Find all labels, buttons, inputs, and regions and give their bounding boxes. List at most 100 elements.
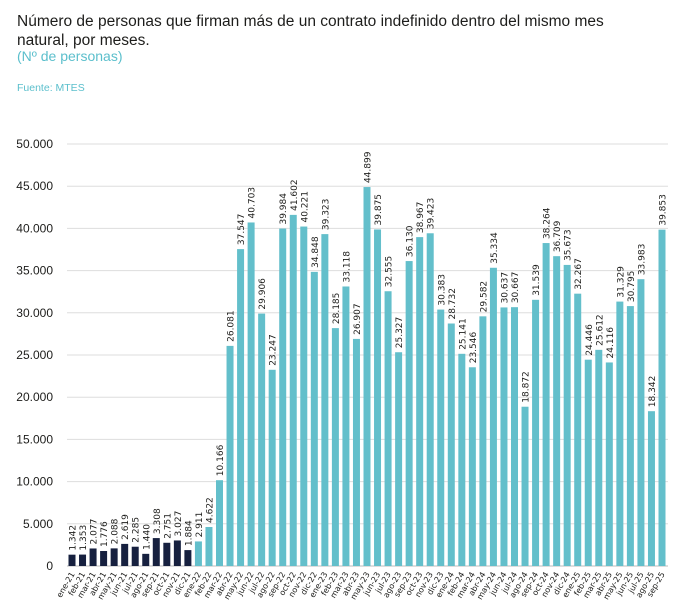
bar-abr-23 [352, 338, 360, 566]
data-label: 24.446 [585, 324, 595, 356]
bar-oct-24 [542, 243, 550, 567]
data-label: 36.130 [406, 225, 416, 257]
y-tick-label: 0 [46, 559, 53, 573]
bar-ene-23 [321, 234, 329, 566]
bar-oct-21 [163, 542, 171, 566]
data-label: 40.221 [300, 191, 310, 223]
data-label: 34.848 [311, 236, 321, 268]
data-label: 31.329 [616, 266, 626, 298]
bar-nov-23 [426, 233, 434, 566]
bar-jun-21 [121, 543, 129, 566]
bar-ene-22 [194, 541, 202, 566]
bar-mar-23 [342, 286, 350, 566]
data-label: 37.547 [237, 214, 247, 246]
bar-jun-22 [247, 222, 255, 566]
bar-jun-24 [500, 307, 508, 566]
bar-jul-23 [384, 291, 392, 566]
data-label: 25.612 [595, 314, 605, 346]
data-label: 38.967 [416, 202, 426, 234]
bar-oct-23 [416, 237, 424, 566]
data-label: 31.539 [532, 264, 542, 296]
bar-may-23 [363, 187, 371, 567]
data-label: 28.185 [332, 293, 342, 325]
data-label: 2.911 [195, 512, 205, 538]
chart-source: Fuente: MTES [17, 82, 85, 94]
data-label: 1.440 [142, 524, 152, 550]
data-label: 33.983 [637, 244, 647, 276]
y-tick-label: 20.000 [16, 390, 53, 404]
data-label: 25.141 [458, 318, 468, 350]
y-tick-label: 30.000 [16, 306, 53, 320]
data-label: 4.622 [205, 497, 215, 523]
bar-sep-25 [658, 229, 666, 566]
bar-dic-21 [184, 550, 192, 566]
bar-dic-23 [437, 309, 445, 566]
bar-mar-25 [595, 349, 603, 566]
data-label: 39.875 [374, 194, 384, 226]
bar-nov-22 [300, 226, 308, 566]
bar-sep-23 [405, 261, 413, 566]
data-label: 2.285 [132, 517, 142, 543]
data-label: 30.667 [511, 272, 521, 304]
data-label: 32.555 [385, 256, 395, 288]
bar-jul-21 [131, 546, 139, 566]
bar-ago-22 [268, 369, 276, 566]
data-label: 25.327 [395, 317, 405, 349]
data-label: 26.907 [353, 303, 363, 335]
bar-jul-25 [637, 279, 645, 566]
bar-ene-24 [447, 323, 455, 566]
data-label: 38.264 [543, 207, 553, 239]
data-label: 44.899 [364, 151, 374, 183]
bar-jul-24 [511, 307, 518, 566]
data-label: 26.081 [227, 310, 237, 342]
data-label: 39.323 [321, 199, 331, 231]
bar-sep-21 [152, 538, 160, 566]
bar-ago-24 [521, 406, 529, 566]
data-label: 24.116 [606, 327, 616, 359]
data-label: 39.423 [427, 198, 437, 230]
data-label: 1.342 [69, 525, 79, 551]
data-label: 28.732 [448, 288, 458, 320]
bar-abr-21 [100, 551, 108, 566]
bar-abr-22 [226, 345, 234, 566]
y-tick-label: 15.000 [16, 432, 53, 446]
bar-may-22 [237, 249, 245, 566]
bar-jun-25 [626, 306, 634, 566]
bar-dic-22 [310, 271, 318, 566]
bar-sep-24 [532, 299, 540, 566]
data-label: 18.342 [648, 376, 658, 408]
data-label: 23.546 [469, 332, 479, 364]
bar-feb-21 [79, 554, 87, 566]
bar-feb-23 [331, 328, 339, 566]
bar-ago-25 [647, 411, 655, 566]
chart-title: Número de personas que firman más de un … [17, 13, 604, 49]
data-label: 36.709 [553, 220, 563, 252]
bar-may-21 [110, 548, 118, 566]
data-label: 35.334 [490, 232, 500, 264]
bar-nov-21 [173, 540, 181, 566]
data-label: 29.582 [479, 281, 489, 313]
data-label: 2.751 [163, 513, 173, 539]
data-label: 39.853 [659, 194, 669, 226]
data-label: 3.027 [174, 511, 184, 537]
y-tick-label: 5.000 [23, 517, 53, 531]
bar-may-24 [489, 267, 497, 566]
bar-may-25 [616, 301, 624, 566]
data-label: 3.308 [153, 508, 163, 534]
bar-ene-21 [68, 554, 76, 566]
data-label: 1.353 [79, 525, 89, 551]
data-label: 35.673 [564, 229, 574, 261]
bar-oct-22 [289, 214, 297, 566]
data-label: 2.619 [121, 514, 131, 540]
bar-jun-23 [374, 229, 382, 566]
bar-mar-24 [468, 367, 476, 566]
bar-ene-25 [574, 293, 582, 566]
data-label: 41.602 [290, 179, 300, 211]
bar-feb-24 [458, 353, 466, 566]
y-tick-label: 40.000 [16, 221, 53, 235]
bar-jul-22 [258, 313, 266, 566]
bar-feb-25 [584, 359, 592, 566]
bar-ago-23 [395, 352, 403, 566]
y-tick-label: 35.000 [16, 264, 53, 278]
